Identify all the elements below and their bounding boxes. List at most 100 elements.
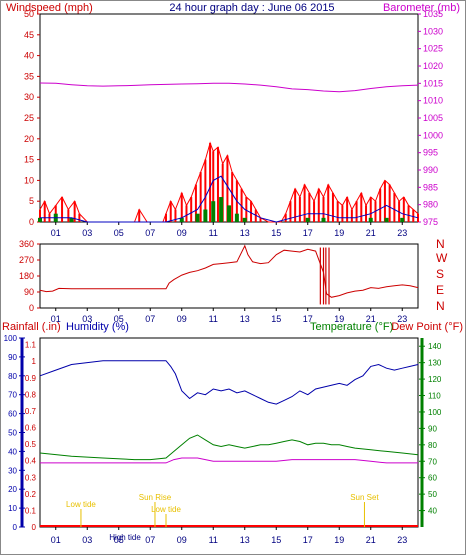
temperature-y-tick-label: 40 xyxy=(428,507,437,516)
wind-x-tick-label: 21 xyxy=(366,228,376,238)
dewpoint-line xyxy=(40,457,418,464)
direction-x-tick-label: 01 xyxy=(51,314,61,324)
humidity-axis-label: Humidity (%) xyxy=(66,321,129,333)
humidity-y-tick-label: 80 xyxy=(8,372,17,381)
wind-y-tick-label: 0 xyxy=(29,217,34,227)
wind-y-tick-label: 40 xyxy=(24,51,34,61)
wind-speed-bar xyxy=(321,217,326,222)
temperature-y-tick-label: 140 xyxy=(428,342,442,351)
tide-annotation: Low tide xyxy=(66,500,96,509)
barometer-line xyxy=(39,82,419,93)
humidity-y-tick-label: 30 xyxy=(8,466,17,475)
direction-y-tick-label: 360 xyxy=(19,239,34,249)
direction-y-tick-label: 270 xyxy=(19,255,34,265)
wind-gust-line xyxy=(39,141,419,223)
wind-barometer-panel: 0510152025303540455097598098599099510001… xyxy=(24,9,443,238)
wind-speed-bar xyxy=(69,217,74,222)
rain-y-tick-label: 0.4 xyxy=(25,457,37,466)
humidity-temperature-panel: 010203040506070809010000.10.20.30.40.50.… xyxy=(4,334,442,545)
wind-x-tick-label: 09 xyxy=(177,228,187,238)
wind-y-tick-label: 25 xyxy=(24,113,34,123)
wind-speed-bar xyxy=(38,217,42,222)
wind-y-tick-label: 20 xyxy=(24,134,34,144)
humidity-y-tick-label: 50 xyxy=(8,429,17,438)
rain-y-tick-label: 0.9 xyxy=(25,374,37,383)
barometer-y-tick-label: 1015 xyxy=(423,78,443,88)
wind-y-tick-label: 50 xyxy=(24,9,34,19)
temperature-y-tick-label: 130 xyxy=(428,359,442,368)
temperature-y-tick-label: 100 xyxy=(428,408,442,417)
rain-y-tick-label: 0.3 xyxy=(25,473,37,482)
humidity-x-tick-label: 01 xyxy=(51,535,61,545)
compass-label: W xyxy=(436,251,448,265)
sun-annotation: Sun Rise xyxy=(139,493,172,502)
wind-x-tick-label: 15 xyxy=(271,228,281,238)
humidity-x-tick-label: 15 xyxy=(271,535,281,545)
barometer-y-tick-label: 995 xyxy=(423,148,438,158)
direction-x-tick-label: 07 xyxy=(145,314,155,324)
humidity-y-tick-label: 60 xyxy=(8,410,17,419)
rain-y-tick-label: 1.1 xyxy=(25,341,37,350)
direction-x-tick-label: 15 xyxy=(271,314,281,324)
direction-x-tick-label: 21 xyxy=(366,314,376,324)
wind-y-tick-label: 30 xyxy=(24,92,34,102)
wind-y-tick-label: 5 xyxy=(29,196,34,206)
compass-label: N xyxy=(436,299,445,313)
compass-label: S xyxy=(436,267,444,281)
temperature-y-tick-label: 80 xyxy=(428,441,437,450)
tide-annotation: Low tide xyxy=(151,505,181,514)
wind-speed-bar xyxy=(384,217,389,222)
temperature-y-tick-label: 50 xyxy=(428,490,437,499)
humidity-x-tick-label: 21 xyxy=(366,535,376,545)
rain-y-tick-label: 0.8 xyxy=(25,390,37,399)
humidity-x-tick-label: 19 xyxy=(334,535,344,545)
compass-label: E xyxy=(436,283,444,297)
temperature-axis-label: Temperature (°F) xyxy=(310,321,393,333)
humidity-x-tick-label: 09 xyxy=(177,535,187,545)
humidity-plot-area xyxy=(39,337,419,528)
wind-direction-line xyxy=(39,244,419,298)
barometer-y-tick-label: 1005 xyxy=(423,113,443,123)
wind-x-tick-label: 17 xyxy=(303,228,313,238)
barometer-y-tick-label: 975 xyxy=(423,217,438,227)
wind-y-tick-label: 15 xyxy=(24,155,34,165)
direction-x-tick-label: 11 xyxy=(209,314,218,324)
chart-title: 24 hour graph day : June 06 2015 xyxy=(169,2,334,14)
barometer-y-tick-label: 985 xyxy=(423,182,438,192)
direction-x-tick-label: 13 xyxy=(240,314,250,324)
rain-y-tick-label: 0.5 xyxy=(25,440,37,449)
humidity-line xyxy=(39,360,419,405)
humidity-y-tick-label: 40 xyxy=(8,447,17,456)
rainfall-axis-label: Rainfall (.in) xyxy=(2,321,61,333)
wind-speed-bar xyxy=(211,201,216,222)
rain-y-tick-label: 1 xyxy=(32,357,37,366)
wind-x-tick-label: 19 xyxy=(334,228,344,238)
humidity-y-tick-label: 10 xyxy=(8,504,17,513)
barometer-y-tick-label: 1020 xyxy=(423,61,443,71)
direction-x-tick-label: 17 xyxy=(303,314,313,324)
direction-x-tick-label: 05 xyxy=(114,314,124,324)
temperature-line xyxy=(39,434,419,461)
humidity-y-tick-label: 0 xyxy=(13,523,18,532)
wind-x-tick-label: 01 xyxy=(51,228,61,238)
direction-plot-area xyxy=(39,243,419,309)
wind-speed-bar xyxy=(234,213,239,222)
rain-y-tick-label: 0 xyxy=(32,523,37,532)
direction-x-tick-label: 09 xyxy=(177,314,187,324)
wind-y-tick-label: 35 xyxy=(24,71,34,81)
tide-annotation: High tide xyxy=(109,533,141,542)
wind-speed-bar xyxy=(305,217,310,222)
wind-x-tick-label: 07 xyxy=(145,228,155,238)
humidity-x-tick-label: 03 xyxy=(82,535,92,545)
wind-speed-bar xyxy=(219,197,224,222)
wind-x-tick-label: 11 xyxy=(209,228,218,238)
sun-annotation: Sun Set xyxy=(350,493,379,502)
wind-average-line xyxy=(40,175,419,223)
wind-x-tick-label: 23 xyxy=(397,228,407,238)
windspeed-axis-label: Windspeed (mph) xyxy=(6,2,93,14)
compass-label: N xyxy=(436,237,445,251)
wind-y-tick-label: 45 xyxy=(24,30,34,40)
dewpoint-axis-label: Dew Point (°F) xyxy=(391,321,463,333)
wind-x-tick-label: 03 xyxy=(82,228,92,238)
